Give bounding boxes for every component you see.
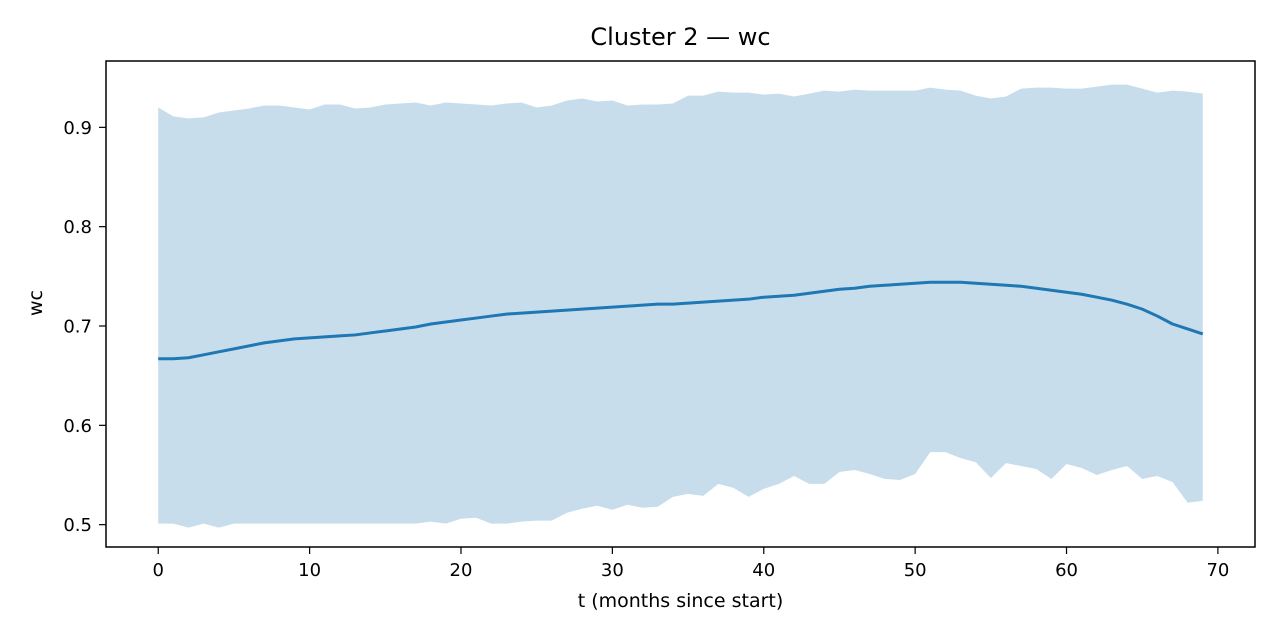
chart-title: Cluster 2 — wc — [590, 23, 770, 51]
x-tick-label: 40 — [752, 560, 775, 581]
x-tick-label: 0 — [153, 560, 164, 581]
x-tick-label: 50 — [904, 560, 927, 581]
mean-line — [158, 280, 1204, 361]
y-tick-label: 0.7 — [63, 317, 92, 338]
axes: 0 10 20 30 40 50 60 70 0.5 0.6 0.7 0.8 0.9 — [63, 60, 1256, 581]
y-axis-label: wc — [25, 290, 47, 316]
x-tick-label: 20 — [450, 560, 473, 581]
x-tick-label: 10 — [298, 560, 321, 581]
x-tick-label: 60 — [1055, 560, 1078, 581]
y-tick-label: 0.9 — [63, 118, 92, 139]
plot-frame — [105, 60, 1256, 548]
y-tick-label: 0.5 — [63, 515, 92, 536]
x-axis-label: t (months since start) — [578, 590, 784, 612]
x-tick-label: 70 — [1206, 560, 1229, 581]
plot-area — [158, 84, 1204, 528]
x-tick-label: 30 — [601, 560, 624, 581]
confidence-band — [158, 84, 1203, 528]
y-tick-label: 0.6 — [63, 416, 92, 437]
y-tick-label: 0.8 — [63, 217, 92, 238]
